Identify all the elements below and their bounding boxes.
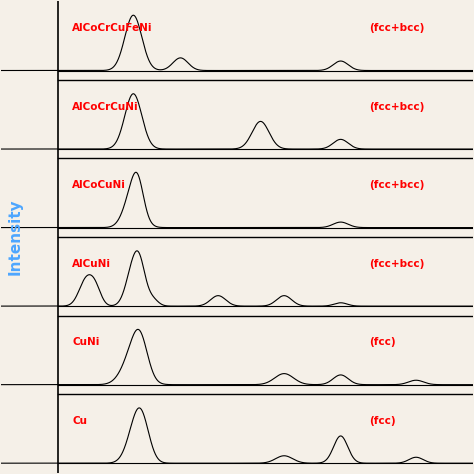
- Text: Intensity: Intensity: [8, 199, 23, 275]
- Text: Cu: Cu: [72, 416, 87, 426]
- Text: AlCoCrCuNi: AlCoCrCuNi: [72, 101, 139, 112]
- Text: (fcc+bcc): (fcc+bcc): [369, 23, 424, 33]
- Text: (fcc+bcc): (fcc+bcc): [369, 101, 424, 112]
- Text: (fcc+bcc): (fcc+bcc): [369, 180, 424, 190]
- Text: AlCoCuNi: AlCoCuNi: [72, 180, 126, 190]
- Text: CuNi: CuNi: [72, 337, 100, 347]
- Text: (fcc): (fcc): [369, 337, 396, 347]
- Text: AlCoCrCuFeNi: AlCoCrCuFeNi: [72, 23, 153, 33]
- Text: AlCuNi: AlCuNi: [72, 259, 111, 269]
- Text: (fcc): (fcc): [369, 416, 396, 426]
- Text: (fcc+bcc): (fcc+bcc): [369, 259, 424, 269]
